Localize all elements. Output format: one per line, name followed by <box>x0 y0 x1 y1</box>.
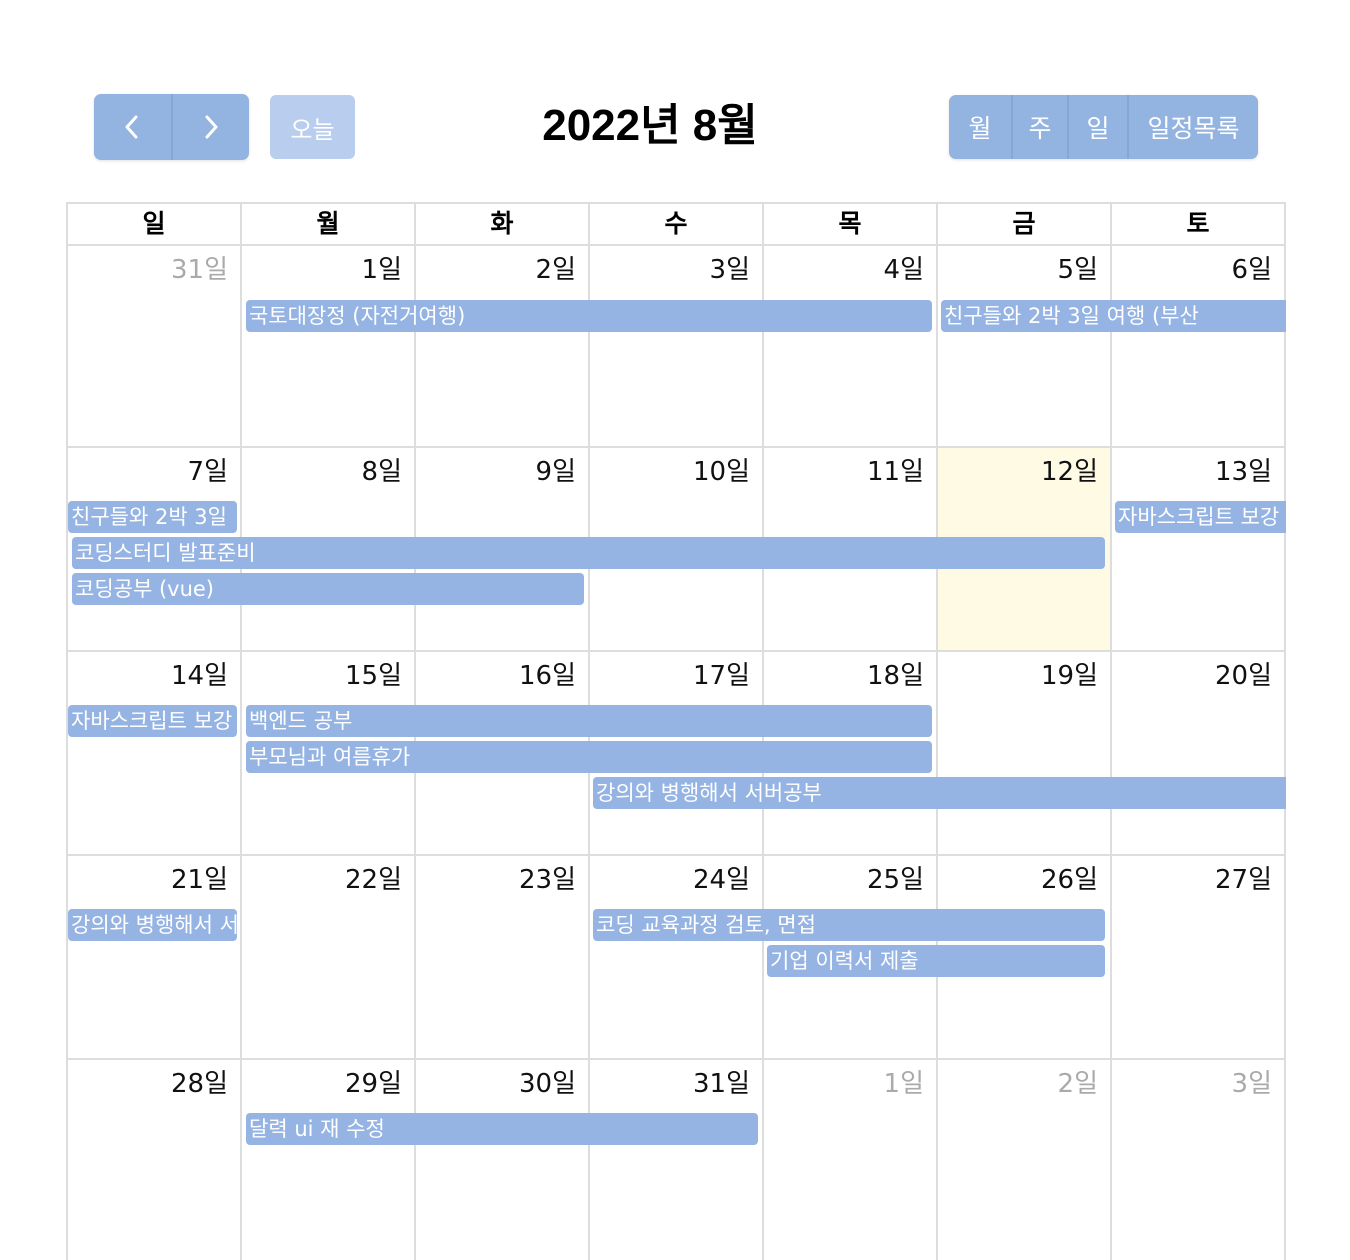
calendar-title: 2022년 8월 <box>542 101 758 150</box>
day-number[interactable]: 24일 <box>692 865 750 895</box>
day-number[interactable]: 16일 <box>518 661 576 691</box>
view-switcher: 월 주 일 일정목록 <box>949 95 1258 159</box>
day-number[interactable]: 2일 <box>535 255 576 285</box>
event-bar[interactable]: 강의와 병행해서 서 <box>68 909 237 941</box>
day-number[interactable]: 5일 <box>1057 255 1098 285</box>
weekday-header-sun: 일 <box>142 209 166 238</box>
grid-row-line <box>66 446 1286 448</box>
grid-row-line <box>66 244 1286 246</box>
day-number-other-month[interactable]: 31일 <box>170 255 228 285</box>
weekday-header-tue: 화 <box>490 209 514 238</box>
weekday-header-wed: 수 <box>664 209 688 238</box>
grid-column-line <box>936 202 938 1260</box>
event-bar[interactable]: 강의와 병행해서 서버공부 <box>593 777 1286 809</box>
weekday-header-thu: 목 <box>838 209 862 238</box>
day-number[interactable]: 11일 <box>866 457 924 487</box>
event-bar[interactable]: 달력 ui 재 수정 <box>246 1113 758 1145</box>
day-number[interactable]: 21일 <box>170 865 228 895</box>
day-number-other-month[interactable]: 1일 <box>883 1069 924 1099</box>
grid-row-line <box>66 650 1286 652</box>
view-day-button[interactable]: 일 <box>1067 95 1127 159</box>
day-number[interactable]: 10일 <box>692 457 750 487</box>
view-week-button[interactable]: 주 <box>1011 95 1067 159</box>
event-bar[interactable]: 코딩공부 (vue) <box>72 573 584 605</box>
day-number[interactable]: 28일 <box>170 1069 228 1099</box>
prev-next-group <box>94 94 249 160</box>
day-number[interactable]: 29일 <box>344 1069 402 1099</box>
grid-row-line <box>66 854 1286 856</box>
event-bar[interactable]: 코딩 교육과정 검토, 면접 <box>593 909 1105 941</box>
day-number[interactable]: 6일 <box>1231 255 1272 285</box>
day-number[interactable]: 14일 <box>170 661 228 691</box>
day-number[interactable]: 26일 <box>1040 865 1098 895</box>
event-bar[interactable]: 부모님과 여름휴가 <box>246 741 932 773</box>
day-number[interactable]: 23일 <box>518 865 576 895</box>
chevron-left-icon <box>125 115 138 139</box>
grid-row-line <box>66 1058 1286 1060</box>
event-bar[interactable]: 친구들와 2박 3일 여행 (부산 <box>941 300 1286 332</box>
grid-column-line <box>240 202 242 1260</box>
day-number-other-month[interactable]: 2일 <box>1057 1069 1098 1099</box>
grid-column-line <box>1110 202 1112 1260</box>
prev-month-button[interactable] <box>94 94 171 160</box>
day-number[interactable]: 18일 <box>866 661 924 691</box>
today-button[interactable]: 오늘 <box>270 95 355 159</box>
day-number[interactable]: 7일 <box>187 457 228 487</box>
next-month-button[interactable] <box>170 94 250 160</box>
day-number[interactable]: 31일 <box>692 1069 750 1099</box>
day-number[interactable]: 9일 <box>535 457 576 487</box>
day-number[interactable]: 15일 <box>344 661 402 691</box>
day-number[interactable]: 20일 <box>1214 661 1272 691</box>
month-grid <box>66 202 1286 1260</box>
event-bar[interactable]: 친구들와 2박 3일 <box>68 501 237 533</box>
day-number[interactable]: 25일 <box>866 865 924 895</box>
event-bar[interactable]: 코딩스터디 발표준비 <box>72 537 1105 569</box>
weekday-header-mon: 월 <box>316 209 340 238</box>
event-bar[interactable]: 국토대장정 (자전거여행) <box>246 300 932 332</box>
chevron-right-icon <box>205 115 218 139</box>
event-bar[interactable]: 자바스크립트 보강 <box>68 705 237 737</box>
event-bar[interactable]: 자바스크립트 보강 <box>1115 501 1286 533</box>
day-number[interactable]: 13일 <box>1214 457 1272 487</box>
view-month-button[interactable]: 월 <box>968 114 992 143</box>
day-number[interactable]: 1일 <box>361 255 402 285</box>
day-number[interactable]: 27일 <box>1214 865 1272 895</box>
day-number[interactable]: 30일 <box>518 1069 576 1099</box>
grid-column-line <box>1284 202 1286 1260</box>
day-number[interactable]: 4일 <box>883 255 924 285</box>
day-number[interactable]: 17일 <box>692 661 750 691</box>
weekday-header-sat: 토 <box>1186 209 1210 238</box>
weekday-header-fri: 금 <box>1012 209 1036 238</box>
day-number[interactable]: 12일 <box>1040 457 1098 487</box>
event-bar[interactable]: 기업 이력서 제출 <box>767 945 1105 977</box>
day-number[interactable]: 8일 <box>361 457 402 487</box>
day-number[interactable]: 19일 <box>1040 661 1098 691</box>
event-bar[interactable]: 백엔드 공부 <box>246 705 932 737</box>
day-number-other-month[interactable]: 3일 <box>1231 1069 1272 1099</box>
day-number[interactable]: 3일 <box>709 255 750 285</box>
view-list-button[interactable]: 일정목록 <box>1127 95 1258 159</box>
day-number[interactable]: 22일 <box>344 865 402 895</box>
